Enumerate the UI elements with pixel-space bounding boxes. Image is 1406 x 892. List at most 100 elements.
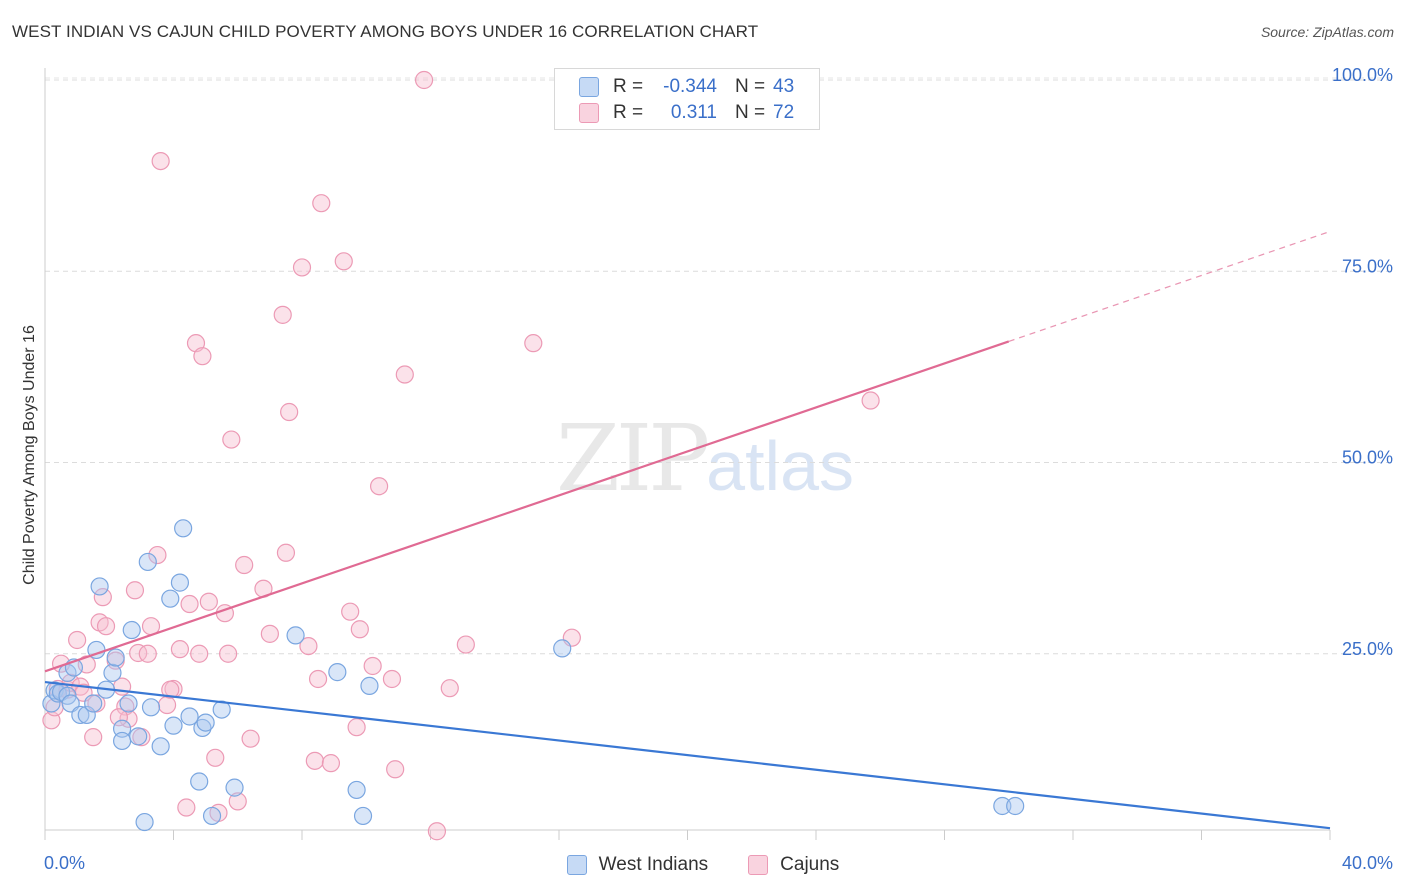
west-indian-point <box>103 663 122 682</box>
cajun-point <box>222 430 241 449</box>
west-indian-point <box>71 705 90 725</box>
cajun-point <box>161 680 180 699</box>
west-indian-point <box>170 573 190 592</box>
west-indian-point <box>347 780 366 800</box>
cajun-point <box>414 70 434 90</box>
legend-n-label: N = <box>735 102 766 123</box>
cajun-point <box>193 347 212 366</box>
west-indian-point <box>112 731 132 751</box>
legend-row-west-indians: R = -0.344 N = 43 <box>579 75 794 99</box>
cajun-point <box>241 729 260 748</box>
cajun-point <box>861 391 880 410</box>
legend-item-west-indians[interactable]: West Indians <box>566 852 709 878</box>
cajun-point <box>305 751 324 770</box>
cajun-point <box>151 151 170 171</box>
west-indian-point <box>122 620 141 640</box>
cajun-point <box>235 555 254 575</box>
west-indian-point <box>84 694 103 713</box>
cajun-point <box>190 644 209 663</box>
west-indian-point <box>202 806 222 826</box>
west-indian-point <box>77 705 96 725</box>
legend-n-value: 43 <box>773 76 795 97</box>
cajun-point <box>96 617 116 636</box>
x-tick-label-min: 0.0% <box>44 853 85 873</box>
series-legend: West Indians Cajuns <box>0 852 1406 878</box>
legend-r-value: -0.344 <box>663 76 717 97</box>
cajun-point <box>273 305 292 324</box>
correlation-legend: R = -0.344 N = 43 R = 0.311 N = 72 <box>554 68 820 130</box>
cajun-point <box>68 630 87 650</box>
cajuns-trend-line-extension <box>1008 230 1331 343</box>
cajun-point <box>299 636 318 656</box>
west-indians-points <box>42 519 1025 832</box>
cajun-point <box>109 708 128 727</box>
cajun-point <box>276 543 296 562</box>
cajun-point <box>386 760 405 779</box>
west-indian-point <box>151 737 170 756</box>
axes <box>44 68 1331 840</box>
cajun-point <box>125 581 145 600</box>
west-indian-point <box>180 707 199 726</box>
west-indian-point <box>138 552 157 572</box>
watermark-zip: ZIP <box>556 405 710 512</box>
cajun-point <box>363 656 382 676</box>
cajun-point <box>84 728 103 747</box>
cajun-point <box>427 822 447 841</box>
legend-label-west-indians: West Indians <box>598 854 709 875</box>
west-indian-point <box>141 698 161 717</box>
west-indian-point <box>161 589 180 608</box>
cajun-point <box>312 194 331 213</box>
west-indian-point <box>90 577 109 596</box>
watermark: ZIPatlas <box>556 405 854 512</box>
west-indian-point <box>193 718 212 738</box>
source-label: Source: ZipAtlas.com <box>1260 24 1394 40</box>
west-indian-point <box>119 694 138 713</box>
west-indian-point <box>993 796 1012 816</box>
legend-r-value: 0.311 <box>670 102 717 123</box>
west-indian-point <box>174 519 193 538</box>
legend-r-label: R = <box>613 102 644 123</box>
west-indian-point <box>225 778 244 797</box>
y-tick-label: 50.0% <box>1342 448 1393 468</box>
cajun-point <box>370 477 389 496</box>
cajun-point <box>334 252 353 271</box>
cajun-point <box>177 798 196 817</box>
west-indian-point <box>135 812 154 832</box>
legend-swatch-blue <box>579 77 599 97</box>
cajun-point <box>206 748 225 767</box>
legend-n-value: 72 <box>773 102 795 123</box>
cajun-point <box>129 643 148 663</box>
legend-swatch-pink <box>748 855 769 875</box>
cajuns-trend-line <box>44 340 1010 673</box>
cajun-point <box>440 679 459 698</box>
west-indian-point <box>353 806 373 826</box>
legend-label-cajuns: Cajuns <box>780 854 840 875</box>
west-indian-point <box>196 713 215 732</box>
trend-lines <box>44 230 1331 830</box>
west-indian-point <box>286 626 305 645</box>
legend-swatch-pink <box>579 103 599 123</box>
cajun-point <box>321 754 341 773</box>
legend-item-cajuns[interactable]: Cajuns <box>748 852 839 878</box>
cajun-point <box>219 644 238 663</box>
cajun-point <box>382 669 402 689</box>
legend-swatch-blue <box>566 855 587 875</box>
tick-labels: 25.0% 50.0% 75.0% 100.0% 0.0% 40.0% <box>44 65 1393 873</box>
chart-title: WEST INDIAN VS CAJUN CHILD POVERTY AMONG… <box>12 22 759 41</box>
west-indian-point <box>328 663 347 682</box>
west-indian-point <box>190 772 209 791</box>
west-indian-point <box>164 716 183 735</box>
west-indian-point <box>1006 796 1025 816</box>
cajun-point <box>260 624 279 643</box>
watermark-atlas: atlas <box>706 427 855 505</box>
legend-row-cajuns: R = 0.311 N = 72 <box>579 101 794 125</box>
y-tick-label: 25.0% <box>1342 639 1393 659</box>
cajun-point <box>199 592 218 611</box>
cajun-point <box>170 640 190 659</box>
cajun-point <box>93 588 112 607</box>
west-indians-trend-line <box>44 680 1331 830</box>
cajun-point <box>148 545 167 565</box>
legend-n-label: N = <box>735 76 766 97</box>
cajun-point <box>138 644 157 663</box>
